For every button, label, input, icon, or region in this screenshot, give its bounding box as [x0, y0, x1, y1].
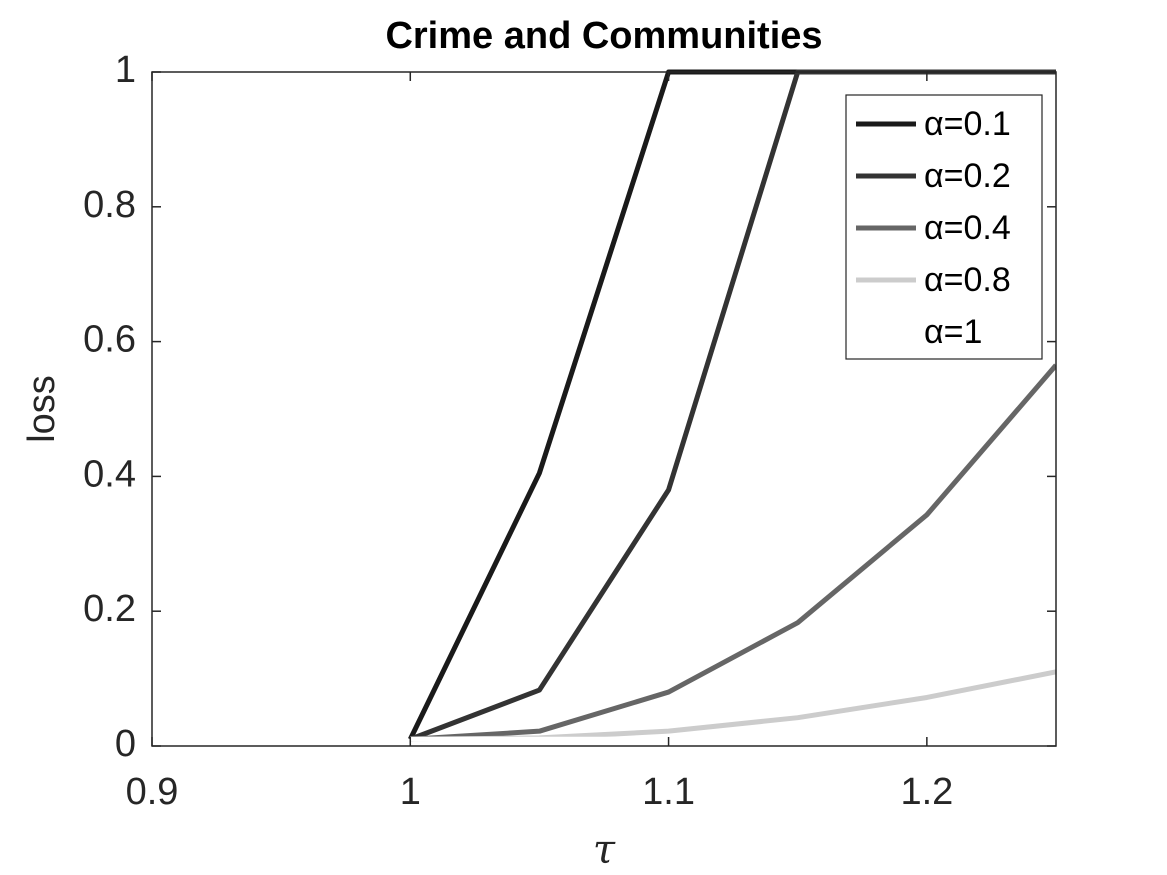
- legend-label: α=0.8: [924, 261, 1011, 299]
- y-tick-label: 0.2: [83, 588, 136, 630]
- y-tick-label: 0: [115, 723, 136, 765]
- legend-label: α=0.2: [924, 157, 1011, 195]
- x-tick-label: 1.1: [642, 771, 695, 813]
- y-tick-label: 0.4: [83, 453, 136, 495]
- chart-title: Crime and Communities: [385, 15, 822, 57]
- x-tick-label: 0.9: [126, 771, 179, 813]
- x-tick-label: 1.2: [900, 771, 953, 813]
- axes-box: [151, 71, 1057, 747]
- y-tick-label: 0.8: [83, 184, 136, 226]
- legend-label: α=0.4: [924, 209, 1011, 247]
- y-tick-label: 0.6: [83, 319, 136, 361]
- y-tick-label: 1: [115, 49, 136, 91]
- data-line: [410, 363, 1056, 742]
- y-axis-label: loss: [21, 375, 63, 443]
- x-axis-label: τ: [593, 827, 616, 873]
- legend-label: α=0.1: [924, 105, 1011, 143]
- legend-label: α=1: [924, 313, 982, 351]
- x-tick-label: 1: [400, 771, 421, 813]
